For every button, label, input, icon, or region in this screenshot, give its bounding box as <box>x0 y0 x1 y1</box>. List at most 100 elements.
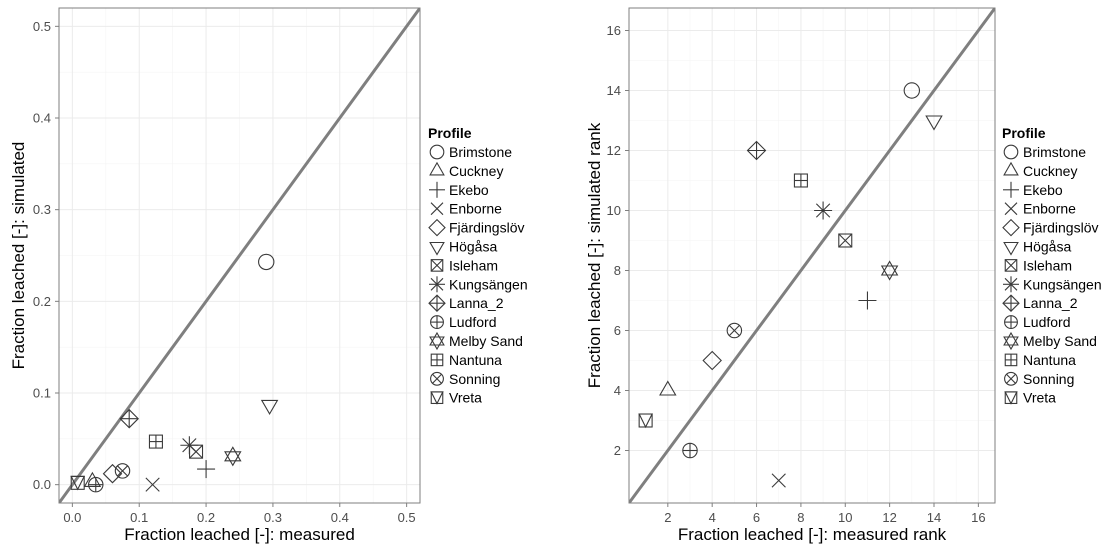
x-tick-label: 0.2 <box>197 510 215 525</box>
legend-label: Högåsa <box>1023 239 1071 255</box>
point-fjardingslov <box>102 463 123 484</box>
reference-line-1-to-1 <box>629 8 995 503</box>
legend-item-hogasa: Högåsa <box>1003 239 1071 256</box>
x-tick-label: 14 <box>927 510 941 525</box>
y-tick-label: 0.1 <box>33 386 51 401</box>
x-tick-label: 12 <box>882 510 896 525</box>
legend-item-nantuna: Nantuna <box>1004 352 1076 368</box>
x-tick-label: 10 <box>838 510 852 525</box>
point-enborne <box>771 473 786 488</box>
legend-item-melby-sand: Melby Sand <box>1003 331 1097 351</box>
panel-border <box>628 7 996 504</box>
point-ludford <box>682 442 698 459</box>
point-kungsangen <box>814 201 833 220</box>
legend-label: Nantuna <box>449 352 502 368</box>
legend-label: Sonning <box>1023 371 1074 387</box>
x-tick-label: 0.3 <box>264 510 282 525</box>
y-tick-label: 16 <box>607 23 621 38</box>
legend-label: Sonning <box>449 371 500 387</box>
legend-label: Kungsängen <box>449 276 528 292</box>
point-hogasa <box>925 115 943 131</box>
legend-key-star-of-david <box>429 331 445 351</box>
legend-item-lanna-2: Lanna_2 <box>1002 294 1078 312</box>
legend-key-square-plus <box>430 353 444 367</box>
legend-label: Cuckney <box>1023 163 1077 179</box>
legend-key-circle-plus <box>1004 315 1018 330</box>
panel-border <box>58 7 421 504</box>
legend-label: Vreta <box>449 390 482 406</box>
y-tick-label: 0.3 <box>33 202 51 217</box>
legend-item-enborne: Enborne <box>430 201 502 217</box>
legend-label: Enborne <box>1023 201 1076 217</box>
left-legend: Profile Brimstone Cuckney Ekebo Enborne Fjärd… <box>428 125 528 406</box>
point-sonning <box>114 463 131 479</box>
x-axis-label: Fraction leached [-]: measured rank <box>678 525 947 544</box>
legend-key-plus <box>1003 181 1019 198</box>
legend-key-diamond-plus <box>1002 294 1020 312</box>
legend-key-diamond <box>428 218 446 237</box>
point-brimstone <box>903 82 921 99</box>
legend-key-circle-plus <box>430 315 444 330</box>
x-tick-label: 0.0 <box>63 510 81 525</box>
legend-key-square-plus <box>1004 353 1018 367</box>
point-kungsangen <box>180 436 199 455</box>
legend-item-isleham: Isleham <box>1004 257 1072 273</box>
legend-label: Cuckney <box>449 163 503 179</box>
y-tick-label: 12 <box>607 143 621 158</box>
legend-item-cuckney: Cuckney <box>1003 161 1077 179</box>
legend-label: Ludford <box>449 314 496 330</box>
legend-label: Lanna_2 <box>449 295 504 311</box>
point-ekebo <box>197 460 216 479</box>
legend-label: Isleham <box>449 257 498 273</box>
right-legend: Profile Brimstone Cuckney Ekebo Enborne Fjärd… <box>1002 125 1102 406</box>
legend-key-diamond <box>1002 218 1020 237</box>
grid <box>59 8 420 503</box>
point-ludford <box>88 476 104 493</box>
legend-item-fjardingslov: Fjärdingslöv <box>1002 218 1098 237</box>
legend-item-sonning: Sonning <box>1004 371 1074 387</box>
legend-label: Isleham <box>1023 257 1072 273</box>
point-isleham <box>838 233 853 248</box>
legend-key-square-triangle <box>1004 391 1018 405</box>
point-sonning <box>726 322 743 339</box>
y-tick-label: 0.0 <box>33 477 51 492</box>
legend-label: Fjärdingslöv <box>1023 220 1098 236</box>
right-plot: 2 4 6 8 10 12 14 16 2 4 6 8 10 12 14 16 Fraction leached… <box>585 7 996 544</box>
legend-label: Brimstone <box>1023 144 1086 160</box>
y-tick-label: 2 <box>614 443 621 458</box>
point-lanna-2 <box>119 408 139 429</box>
legend-key-cross <box>430 202 444 216</box>
point-melby-sand <box>224 446 242 467</box>
legend-key-circle-cross <box>1004 371 1018 386</box>
legend-key-square-triangle <box>430 391 444 405</box>
legend-item-brimstone: Brimstone <box>429 144 512 160</box>
legend-label: Högåsa <box>449 239 497 255</box>
point-vreta <box>638 413 653 429</box>
legend-key-triangle-down <box>1003 241 1019 256</box>
x-tick-label: 16 <box>971 510 985 525</box>
legend-label: Ekebo <box>449 182 489 198</box>
legend-item-melby-sand: Melby Sand <box>429 331 523 351</box>
point-ekebo <box>858 291 877 310</box>
legend-item-ekebo: Ekebo <box>1003 181 1063 198</box>
point-cuckney <box>659 380 677 396</box>
legend-item-brimstone: Brimstone <box>1003 144 1086 160</box>
legend-item-sonning: Sonning <box>430 371 500 387</box>
x-tick-label: 2 <box>664 510 671 525</box>
legend-label: Brimstone <box>449 144 512 160</box>
legend-label: Melby Sand <box>1023 333 1097 349</box>
legend-label: Melby Sand <box>449 333 523 349</box>
legend-title: Profile <box>1002 125 1046 141</box>
legend-key-triangle-down <box>429 241 445 256</box>
legend-label: Ekebo <box>1023 182 1063 198</box>
x-tick-label: 0.1 <box>130 510 148 525</box>
legend-label: Enborne <box>449 201 502 217</box>
point-enborne <box>145 477 160 492</box>
legend-label: Nantuna <box>1023 352 1076 368</box>
legend-item-hogasa: Högåsa <box>429 239 497 256</box>
legend-key-diamond-plus <box>428 294 446 312</box>
legend-label: Lanna_2 <box>1023 295 1078 311</box>
left-plot: 0.0 0.1 0.2 0.3 0.4 0.5 0.0 0.1 0.2 0.3 0.4 0.5 Frac… <box>9 7 421 544</box>
legend-item-vreta: Vreta <box>1004 390 1056 406</box>
legend-key-cross <box>1004 202 1018 216</box>
